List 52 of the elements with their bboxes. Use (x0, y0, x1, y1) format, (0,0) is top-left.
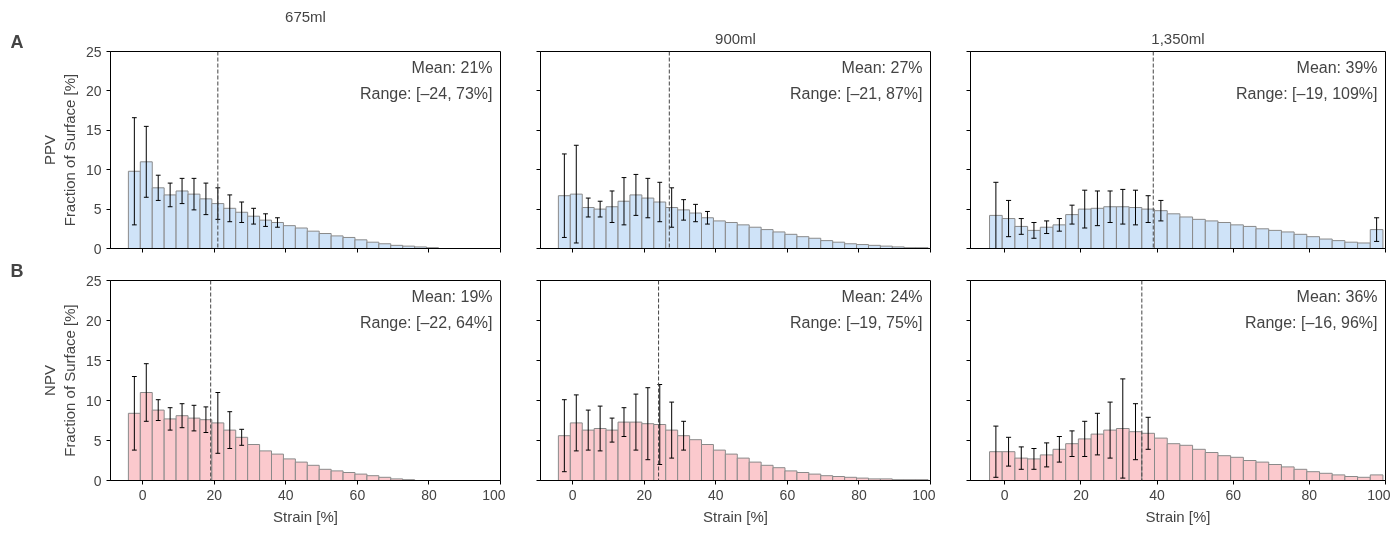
text: A (10, 31, 24, 52)
x-tick-label: 60 (779, 486, 796, 503)
y-axis-title: PPV Fraction of Surface [%] (40, 73, 78, 227)
y-tick-label: 20 (85, 82, 102, 99)
annotation: Range: [–24, 73%] (359, 84, 493, 102)
annotation: Mean: 36% (1296, 287, 1378, 305)
y-tick-label: 25 (85, 272, 102, 289)
annotation: Mean: 24% (841, 287, 923, 305)
y-tick-label: 25 (85, 43, 102, 60)
x-tick-label: 20 (636, 486, 653, 503)
annotation: Mean: 39% (1296, 58, 1378, 76)
x-tick-label: 40 (708, 486, 724, 503)
x-tick-label: 100 (482, 486, 506, 503)
annotation: Range: [–19, 109%] (1236, 84, 1378, 102)
x-tick-label: 100 (912, 486, 936, 503)
x-axis-title: Strain [%] (1145, 507, 1211, 525)
x-tick-label: 0 (138, 486, 147, 503)
y-tick-label: 5 (93, 432, 102, 449)
annotation: Range: [–21, 87%] (789, 84, 923, 102)
x-axis-title: Strain [%] (272, 507, 339, 525)
x-tick-label: 0 (568, 486, 577, 503)
x-tick-label: 20 (206, 486, 223, 503)
y-tick-label: 0 (93, 472, 102, 489)
x-tick-label: 100 (1367, 486, 1390, 503)
x-axis-title: Strain [%] (702, 507, 769, 525)
annotation: Range: [–16, 96%] (1244, 313, 1378, 331)
y-tick-label: 10 (85, 161, 102, 178)
x-tick-label: 60 (349, 486, 366, 503)
y-tick-label: 5 (93, 201, 102, 218)
x-tick-label: 40 (278, 486, 294, 503)
annotation: Range: [–19, 75%] (789, 313, 923, 331)
y-axis-title: NPV Fraction of Surface [%] (40, 304, 78, 457)
chart-title: 675ml (285, 7, 326, 25)
annotation: Mean: 19% (411, 287, 493, 305)
y-tick-label: 15 (85, 122, 102, 139)
annotation: Mean: 21% (411, 58, 493, 76)
annotation: Range: [–22, 64%] (359, 313, 493, 331)
annotation: Mean: 27% (841, 58, 923, 76)
text: B (10, 260, 24, 281)
x-tick-label: 80 (421, 486, 437, 503)
x-tick-label: 40 (1149, 486, 1166, 503)
x-tick-label: 80 (851, 486, 867, 503)
x-tick-label: 80 (1301, 486, 1318, 503)
x-tick-label: 20 (1073, 486, 1089, 503)
chart-title: 1,350ml (1151, 29, 1205, 47)
x-tick-label: 0 (1000, 486, 1009, 503)
y-tick-label: 0 (93, 240, 102, 257)
y-tick-label: 20 (85, 312, 102, 329)
chart-title: 900ml (715, 29, 756, 47)
y-tick-label: 15 (85, 352, 102, 369)
x-tick-label: 60 (1225, 486, 1242, 503)
y-tick-label: 10 (85, 392, 102, 409)
